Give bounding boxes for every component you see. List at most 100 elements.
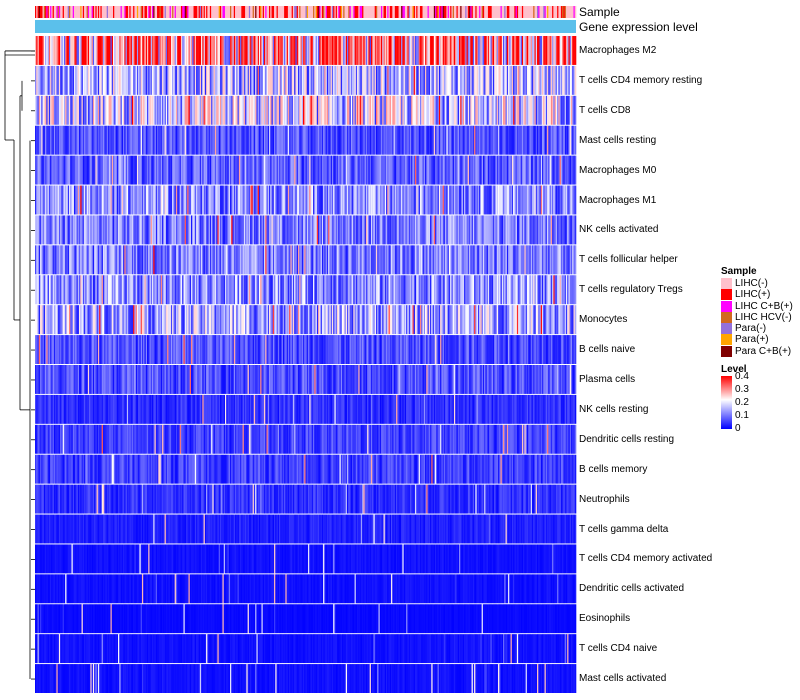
- sample-annotation-cell: [243, 6, 246, 18]
- heatmap-cell: [305, 65, 308, 95]
- heatmap-cell: [96, 305, 99, 335]
- heatmap-cell: [252, 185, 255, 215]
- heatmap-cell: [495, 185, 498, 215]
- heatmap-cell: [289, 275, 291, 305]
- heatmap-cell: [544, 65, 547, 95]
- heatmap-cell: [500, 245, 503, 275]
- heatmap-cell: [386, 65, 388, 95]
- heatmap-cell: [222, 95, 225, 125]
- heatmap-cell: [477, 36, 480, 65]
- heatmap-cell: [372, 185, 374, 215]
- heatmap-cell: [440, 185, 442, 215]
- heatmap-cell: [87, 65, 90, 95]
- heatmap-cell: [217, 275, 219, 305]
- heatmap-cell: [479, 275, 481, 305]
- heatmap-cell: [311, 245, 314, 275]
- heatmap-cell: [40, 305, 42, 335]
- heatmap-cell: [407, 125, 409, 155]
- heatmap-cell: [110, 65, 113, 95]
- sample-annotation-cell: [479, 6, 481, 18]
- heatmap-cell: [448, 245, 451, 275]
- heatmap-cell: [257, 335, 260, 364]
- heatmap-cell: [224, 95, 227, 125]
- heatmap-cell: [60, 95, 62, 125]
- heatmap-cell: [260, 215, 262, 245]
- heatmap-cell: [196, 275, 198, 305]
- heatmap-cell: [409, 185, 412, 215]
- heatmap-cell: [524, 305, 526, 335]
- sample-annotation-cell: [125, 6, 128, 18]
- heatmap-cell: [74, 36, 76, 65]
- heatmap-cell: [446, 155, 448, 185]
- heatmap-cell: [474, 155, 476, 185]
- heatmap-cell: [461, 125, 464, 155]
- heatmap-cell: [46, 155, 48, 185]
- heatmap-cell: [375, 95, 378, 125]
- heatmap-cell: [174, 275, 177, 305]
- heatmap-cell: [460, 275, 462, 305]
- heatmap-cell: [40, 155, 42, 185]
- heatmap-cell: [209, 95, 212, 125]
- heatmap-cell: [321, 185, 324, 215]
- heatmap-cell: [455, 65, 457, 95]
- heatmap-cell: [323, 155, 325, 185]
- heatmap-cell: [224, 125, 227, 155]
- heatmap-cell: [508, 36, 510, 65]
- heatmap-cell: [491, 95, 494, 125]
- heatmap-cell: [265, 65, 267, 95]
- heatmap-cell: [524, 36, 526, 65]
- heatmap-cell: [350, 305, 353, 335]
- heatmap-cell: [89, 95, 91, 125]
- heatmap-cell: [443, 305, 446, 335]
- heatmap-cell: [374, 65, 377, 95]
- heatmap-cell: [470, 95, 472, 125]
- heatmap-cell: [45, 275, 47, 305]
- heatmap-cell: [379, 36, 382, 65]
- heatmap-cell: [246, 155, 248, 185]
- heatmap-cell: [414, 305, 417, 335]
- heatmap-cell: [513, 65, 515, 95]
- sample-annotation-cell: [233, 6, 236, 18]
- heatmap-cell: [538, 36, 540, 65]
- heatmap-cell: [276, 65, 279, 95]
- heatmap-cell: [533, 36, 535, 65]
- heatmap-cell: [102, 95, 105, 125]
- heatmap-cell: [487, 65, 490, 95]
- heatmap-cell: [383, 185, 386, 215]
- heatmap-cell: [275, 36, 277, 65]
- heatmap-cell: [138, 65, 140, 95]
- heatmap-cell: [219, 95, 222, 125]
- heatmap-cell: [476, 185, 479, 215]
- heatmap-cell: [557, 185, 559, 215]
- heatmap-cell: [372, 36, 374, 65]
- heatmap-cell: [270, 65, 272, 95]
- heatmap-cell: [164, 335, 167, 364]
- heatmap-cell: [540, 305, 543, 335]
- heatmap-cell: [169, 125, 172, 155]
- heatmap-cell: [479, 155, 481, 185]
- heatmap-cell: [529, 65, 532, 95]
- heatmap-cell: [331, 125, 334, 155]
- heatmap-cell: [380, 275, 383, 305]
- heatmap-cell: [269, 155, 271, 185]
- heatmap-cell: [262, 185, 265, 215]
- sample-annotation-cell: [206, 6, 208, 18]
- heatmap-cell: [329, 185, 331, 215]
- heatmap-cell: [255, 155, 257, 185]
- heatmap-cell: [513, 245, 515, 275]
- heatmap-cell: [316, 155, 319, 185]
- heatmap-cell: [563, 125, 565, 155]
- heatmap-cell: [143, 65, 145, 95]
- heatmap-cell: [131, 215, 134, 245]
- sample-annotation-cell: [185, 6, 188, 18]
- heatmap-cell: [77, 305, 80, 335]
- sample-annotation-cell: [101, 6, 104, 18]
- heatmap-cell: [289, 95, 291, 125]
- heatmap-cell: [549, 155, 552, 185]
- heatmap-cell: [263, 65, 266, 95]
- heatmap-cell: [96, 155, 99, 185]
- heatmap-cell: [419, 95, 422, 125]
- heatmap-cell: [207, 245, 209, 275]
- heatmap-cell: [469, 155, 471, 185]
- heatmap-cell: [503, 155, 505, 185]
